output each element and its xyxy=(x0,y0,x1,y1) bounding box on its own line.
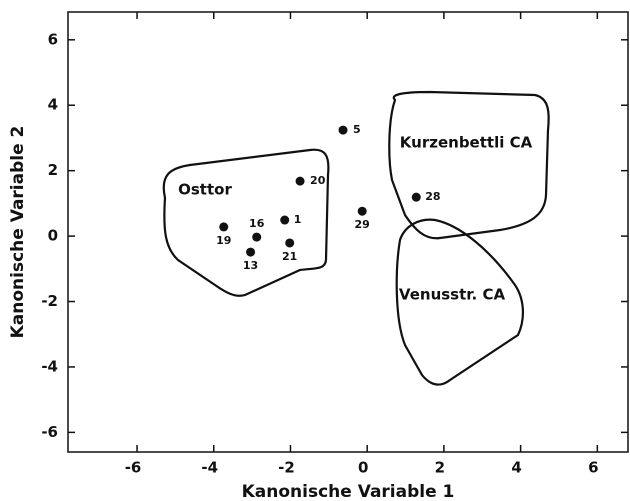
point xyxy=(280,215,290,225)
x-tick-label: 6 xyxy=(588,459,598,477)
point xyxy=(411,192,421,202)
point-label: 1 xyxy=(294,213,302,226)
plot-frame xyxy=(67,11,629,453)
point xyxy=(252,232,262,242)
point-label: 19 xyxy=(216,234,231,247)
x-tick-label: -6 xyxy=(125,459,142,477)
point xyxy=(246,247,256,257)
point-label: 28 xyxy=(425,190,440,203)
y-axis-title: Kanonische Variable 2 xyxy=(8,126,28,339)
point xyxy=(285,238,295,248)
point xyxy=(338,125,348,135)
y-tick-label: -6 xyxy=(41,423,58,441)
y-tick-label: 4 xyxy=(48,96,58,114)
point xyxy=(357,206,367,216)
point xyxy=(219,222,229,232)
y-tick-label: 2 xyxy=(48,161,58,179)
x-tick-label: 2 xyxy=(435,459,445,477)
point-label: 20 xyxy=(310,174,326,187)
group-label: Osttor xyxy=(178,181,232,199)
point xyxy=(295,176,305,186)
group-label: Kurzenbettli CA xyxy=(400,134,533,152)
group-outline xyxy=(395,218,524,386)
y-tick-label: 0 xyxy=(48,227,58,245)
point-label: 13 xyxy=(243,259,258,272)
point-label: 21 xyxy=(282,250,297,263)
x-axis-title: Kanonische Variable 1 xyxy=(242,482,455,501)
point-label: 5 xyxy=(353,123,361,136)
y-tick-label: -2 xyxy=(41,292,58,310)
y-tick-label: -4 xyxy=(41,357,58,375)
y-tick-label: 6 xyxy=(48,30,58,48)
group-outline xyxy=(388,90,550,240)
x-tick-label: -4 xyxy=(201,459,218,477)
x-tick-label: 0 xyxy=(358,459,368,477)
point-label: 16 xyxy=(249,217,265,230)
group-outline xyxy=(162,148,330,297)
x-tick-label: 4 xyxy=(511,459,521,477)
group-label: Venusstr. CA xyxy=(399,286,506,304)
point-label: 29 xyxy=(355,218,370,231)
x-tick-label: -2 xyxy=(278,459,295,477)
